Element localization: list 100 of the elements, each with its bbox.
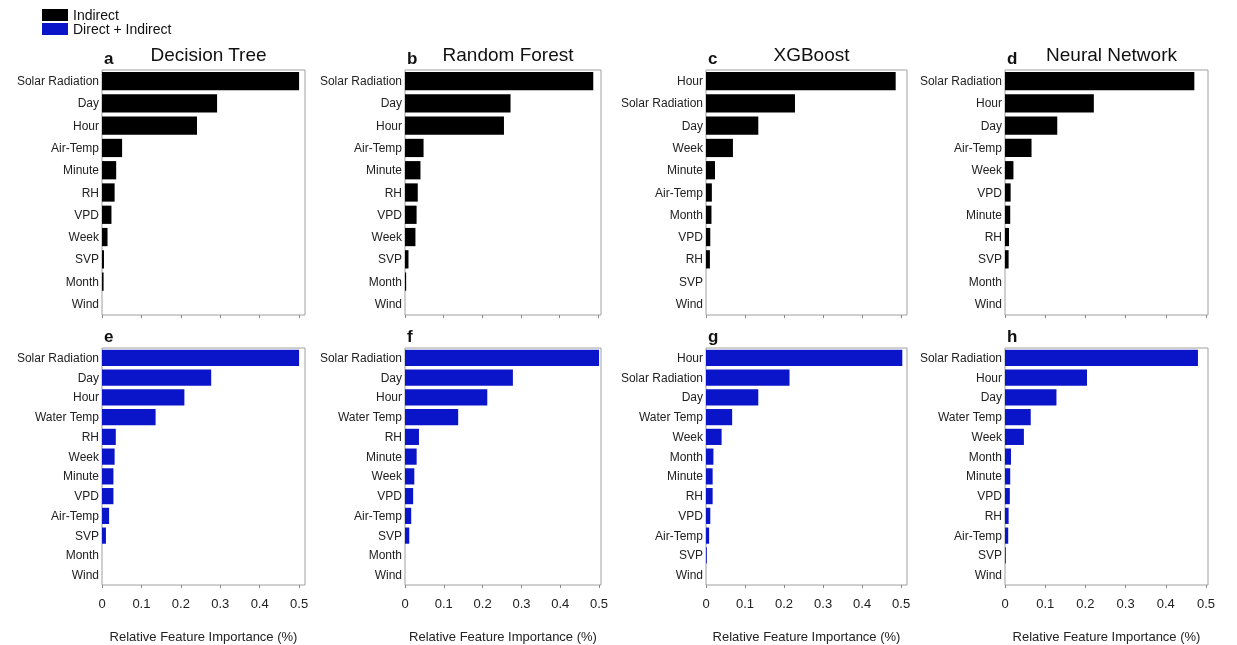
bar — [405, 488, 414, 505]
y-tick-label: Hour — [72, 390, 99, 405]
bar — [102, 116, 197, 135]
y-tick-label: Week — [672, 140, 704, 155]
y-tick-label: Minute — [965, 207, 1003, 222]
y-tick-label: Month — [968, 274, 1002, 289]
bar — [706, 94, 795, 113]
bar — [102, 369, 212, 386]
x-tick-label: 0.1 — [132, 596, 151, 611]
bar — [706, 205, 712, 224]
bar — [405, 227, 416, 247]
bar — [405, 448, 417, 465]
y-tick-label: Month — [669, 449, 703, 464]
y-tick-label: Wind — [974, 568, 1002, 583]
x-tick-label: 0.4 — [551, 596, 570, 611]
bar — [706, 468, 713, 485]
y-tick-label: Hour — [975, 96, 1002, 111]
y-tick-label: VPD — [74, 489, 100, 504]
x-tick-label: 0 — [98, 596, 106, 611]
y-tick-label: Week — [971, 163, 1003, 178]
y-tick-label: Solar Radiation — [319, 74, 402, 89]
text: a — [104, 49, 114, 68]
bar — [1005, 250, 1009, 269]
y-tick-label: Air-Temp — [953, 140, 1003, 155]
bar — [405, 72, 594, 91]
y-tick-label: Minute — [62, 469, 100, 484]
bar — [706, 138, 733, 158]
bar — [1005, 488, 1010, 505]
x-tick-label: 0.2 — [775, 596, 794, 611]
y-tick-label: Week — [68, 230, 100, 245]
y-tick-label: VPD — [377, 489, 403, 504]
bar — [102, 409, 156, 426]
x-axis-title: Relative Feature Importance (%) — [1012, 629, 1201, 644]
x-tick-label: 0.5 — [892, 596, 911, 611]
bar — [706, 227, 711, 247]
x-tick-label: 0.5 — [1196, 596, 1216, 611]
y-tick-label: RH — [384, 429, 402, 444]
bar — [405, 94, 511, 113]
y-tick-label: Air-Temp — [353, 140, 403, 155]
bar — [1005, 161, 1014, 180]
y-tick-label: Day — [380, 370, 402, 385]
y-tick-label: RH — [81, 185, 99, 200]
bar — [706, 488, 713, 505]
bar — [405, 205, 417, 224]
x-tick-label: 0.4 — [250, 596, 269, 611]
y-tick-label: Minute — [62, 163, 100, 178]
y-tick-label: Hour — [72, 118, 99, 133]
bar — [1005, 227, 1010, 247]
y-tick-label: Day — [980, 118, 1002, 133]
bar — [1005, 138, 1032, 158]
y-tick-label: SVP — [678, 548, 703, 563]
x-tick-label: 0.5 — [290, 596, 309, 611]
y-tick-label: Hour — [375, 390, 402, 405]
y-tick-label: SVP — [977, 548, 1002, 563]
bar — [706, 349, 903, 366]
bar — [706, 72, 896, 91]
bar — [1005, 94, 1094, 113]
text: d — [1007, 49, 1018, 68]
bar — [405, 527, 410, 544]
y-tick-label: VPD — [678, 230, 704, 245]
bar — [405, 116, 504, 135]
bar — [706, 183, 712, 202]
x-tick-label: 0.3 — [814, 596, 833, 611]
y-tick-label: Air-Temp — [654, 185, 704, 200]
y-tick-label: Month — [368, 274, 402, 289]
y-tick-label: Solar Radiation — [16, 350, 99, 365]
y-tick-label: Air-Temp — [353, 508, 403, 523]
y-tick-label: Hour — [676, 350, 703, 365]
y-tick-label: Day — [380, 96, 402, 111]
x-tick-label: 0.5 — [590, 596, 609, 611]
y-tick-label: Wind — [71, 296, 99, 311]
y-tick-label: Solar Radiation — [919, 350, 1002, 365]
y-tick-label: Air-Temp — [50, 140, 100, 155]
y-tick-label: Day — [77, 96, 99, 111]
y-tick-label: Minute — [965, 469, 1003, 484]
x-tick-label: 0 — [1001, 596, 1009, 611]
bar — [102, 448, 115, 465]
y-tick-label: Month — [368, 548, 402, 563]
y-tick-label: Wind — [374, 568, 402, 583]
y-tick-label: Wind — [374, 296, 402, 311]
x-tick-label: 0.3 — [512, 596, 531, 611]
chart-title: XGBoost — [773, 44, 851, 65]
bar — [706, 448, 714, 465]
y-tick-label: VPD — [377, 207, 403, 222]
bar — [1005, 72, 1195, 91]
bar — [1005, 183, 1011, 202]
y-tick-label: SVP — [377, 528, 402, 543]
y-tick-label: SVP — [678, 274, 703, 289]
bar — [706, 369, 790, 386]
bar — [1005, 507, 1009, 524]
bar — [405, 183, 418, 202]
bar — [102, 389, 185, 406]
chart-title: Random Forest — [442, 44, 575, 65]
chart-title: Neural Network — [1046, 44, 1178, 65]
bar — [1005, 468, 1011, 485]
text: f — [407, 327, 413, 346]
text: e — [104, 327, 114, 346]
bar — [102, 138, 123, 158]
x-tick-label: 0 — [401, 596, 409, 611]
bar — [706, 389, 759, 406]
